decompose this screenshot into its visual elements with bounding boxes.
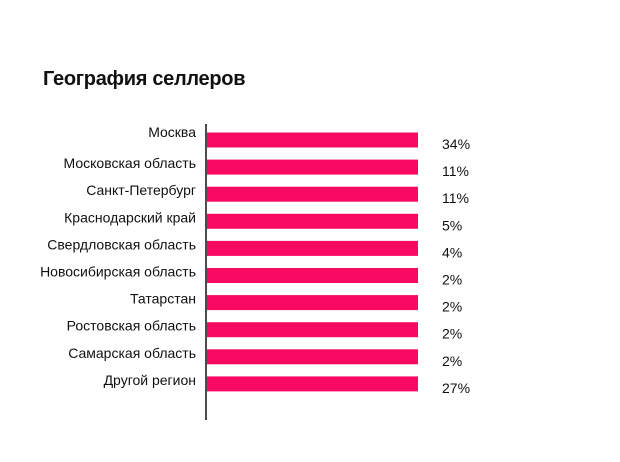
bar [207, 349, 418, 365]
category-label: Ростовская область [67, 318, 196, 334]
category-label: Санкт-Петербург [86, 182, 196, 198]
category-label: Новосибирская область [40, 264, 196, 280]
bar [207, 268, 418, 283]
value-label: 11% [442, 190, 469, 206]
bar [207, 295, 418, 311]
bar [207, 186, 418, 202]
category-label: Другой регион [104, 372, 196, 388]
bar [207, 213, 418, 229]
value-label: 5% [442, 217, 462, 233]
value-label: 2% [442, 299, 462, 315]
bar [207, 240, 418, 256]
bar [207, 376, 418, 392]
chart-title: География селлеров [43, 68, 246, 90]
value-label: 11% [442, 163, 469, 179]
value-label: 4% [442, 244, 462, 260]
bar [207, 132, 418, 148]
category-label: Самарская область [68, 345, 196, 361]
category-label: Московская область [64, 155, 196, 171]
value-label: 27% [442, 380, 470, 396]
category-label: Краснодарский край [64, 209, 196, 225]
category-label: Москва [148, 124, 196, 140]
value-label: 2% [442, 353, 462, 369]
value-label: 2% [442, 272, 462, 288]
category-label: Свердловская область [47, 236, 196, 252]
value-label: 2% [442, 326, 462, 342]
value-label: 34% [442, 136, 470, 152]
bar [207, 159, 418, 175]
bar [207, 322, 418, 338]
category-label: Татарстан [130, 291, 196, 307]
